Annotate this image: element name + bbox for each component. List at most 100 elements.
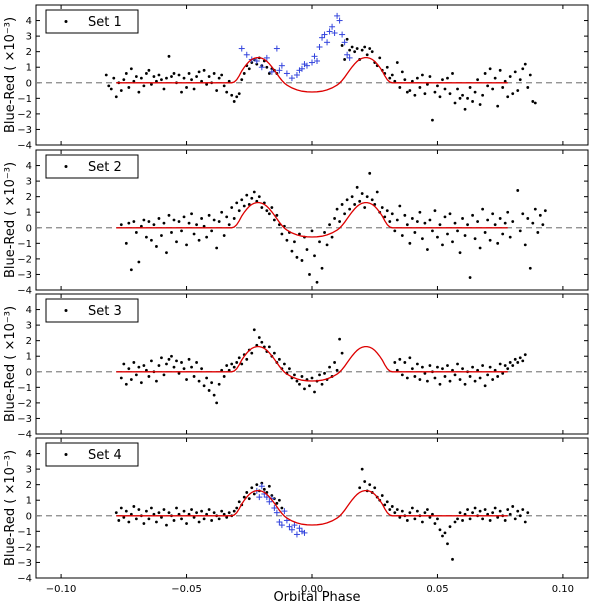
cross-point — [341, 39, 348, 46]
legend-marker — [64, 453, 68, 456]
data-point — [134, 517, 138, 521]
cross-point — [243, 51, 250, 58]
data-point — [295, 255, 299, 259]
data-point — [390, 212, 394, 216]
y-tick-label: −4 — [17, 286, 32, 297]
data-point — [119, 89, 123, 92]
data-point — [353, 203, 357, 206]
data-point — [167, 213, 171, 217]
cross-point — [266, 498, 273, 505]
data-point — [150, 359, 153, 363]
y-tick-label: 4 — [26, 305, 32, 316]
data-point — [285, 238, 289, 242]
data-point — [132, 361, 136, 364]
legend-label: Set 4 — [88, 448, 122, 463]
legend: Set 1 — [45, 9, 139, 34]
data-point — [516, 89, 520, 92]
cross-point — [278, 522, 285, 529]
data-point — [267, 212, 271, 216]
data-point — [538, 213, 542, 217]
cross-point — [271, 505, 278, 511]
data-point — [212, 72, 216, 75]
y-tick-label: −4 — [17, 430, 32, 441]
data-point — [453, 221, 457, 225]
data-point — [250, 61, 254, 64]
data-point — [345, 37, 349, 41]
data-point — [360, 467, 364, 471]
plot-area — [36, 328, 588, 405]
data-point — [172, 218, 176, 222]
data-point — [200, 79, 204, 83]
data-point — [192, 375, 196, 378]
data-point — [498, 217, 502, 220]
data-point — [436, 365, 439, 369]
data-point — [308, 273, 311, 276]
data-point — [471, 511, 474, 515]
data-point — [147, 375, 151, 378]
data-point — [506, 210, 510, 214]
legend-label: Set 1 — [88, 15, 122, 30]
data-point — [398, 515, 402, 519]
data-point — [185, 522, 188, 525]
data-point — [483, 231, 487, 234]
data-point — [423, 92, 427, 96]
data-point — [340, 203, 344, 206]
data-point — [195, 223, 198, 227]
cross-point — [258, 64, 265, 71]
data-point — [511, 92, 515, 96]
data-point — [431, 229, 434, 233]
data-point — [197, 238, 201, 242]
cross-point — [268, 68, 275, 75]
data-point — [410, 217, 414, 220]
data-point — [245, 491, 249, 494]
cross-point — [288, 75, 295, 82]
cross-point — [293, 72, 300, 78]
data-point — [481, 207, 485, 211]
legend-marker — [64, 20, 68, 23]
data-point — [451, 240, 454, 244]
data-point — [313, 390, 316, 394]
data-point — [501, 232, 505, 236]
data-point — [393, 79, 397, 83]
data-point — [521, 212, 525, 216]
data-point — [235, 95, 239, 99]
data-point — [305, 248, 309, 251]
data-point — [270, 494, 274, 497]
data-point — [212, 218, 216, 222]
data-point — [380, 206, 384, 209]
data-point — [155, 379, 158, 383]
legend-marker — [64, 165, 68, 168]
data-point — [446, 364, 449, 367]
cross-point — [329, 23, 336, 30]
data-point — [493, 368, 497, 372]
data-point — [160, 234, 163, 237]
cross-point — [336, 17, 343, 24]
data-point — [182, 509, 186, 513]
y-tick-label: 4 — [26, 161, 32, 172]
data-point — [220, 73, 224, 77]
data-point — [182, 215, 186, 219]
data-point — [418, 378, 422, 381]
data-point — [145, 368, 148, 372]
data-point — [280, 232, 284, 236]
data-point — [433, 209, 437, 213]
x-axis: −0.10 −0.05 0.00 0.05 0.10 — [46, 584, 574, 595]
data-point — [493, 506, 497, 510]
data-point — [328, 365, 331, 369]
data-point — [436, 235, 439, 239]
cross-point — [331, 30, 338, 36]
data-point — [117, 519, 121, 522]
x-tick-label: 0.00 — [301, 584, 323, 595]
data-point — [408, 241, 412, 245]
y-tick-label: −2 — [17, 109, 32, 120]
data-point — [132, 505, 136, 508]
data-point — [398, 204, 402, 208]
data-point — [436, 517, 439, 521]
data-point — [145, 235, 148, 239]
data-point — [255, 62, 259, 66]
data-point — [458, 378, 462, 381]
data-point — [200, 217, 204, 220]
data-point — [481, 364, 485, 367]
data-point — [157, 364, 161, 367]
data-point — [300, 375, 304, 378]
